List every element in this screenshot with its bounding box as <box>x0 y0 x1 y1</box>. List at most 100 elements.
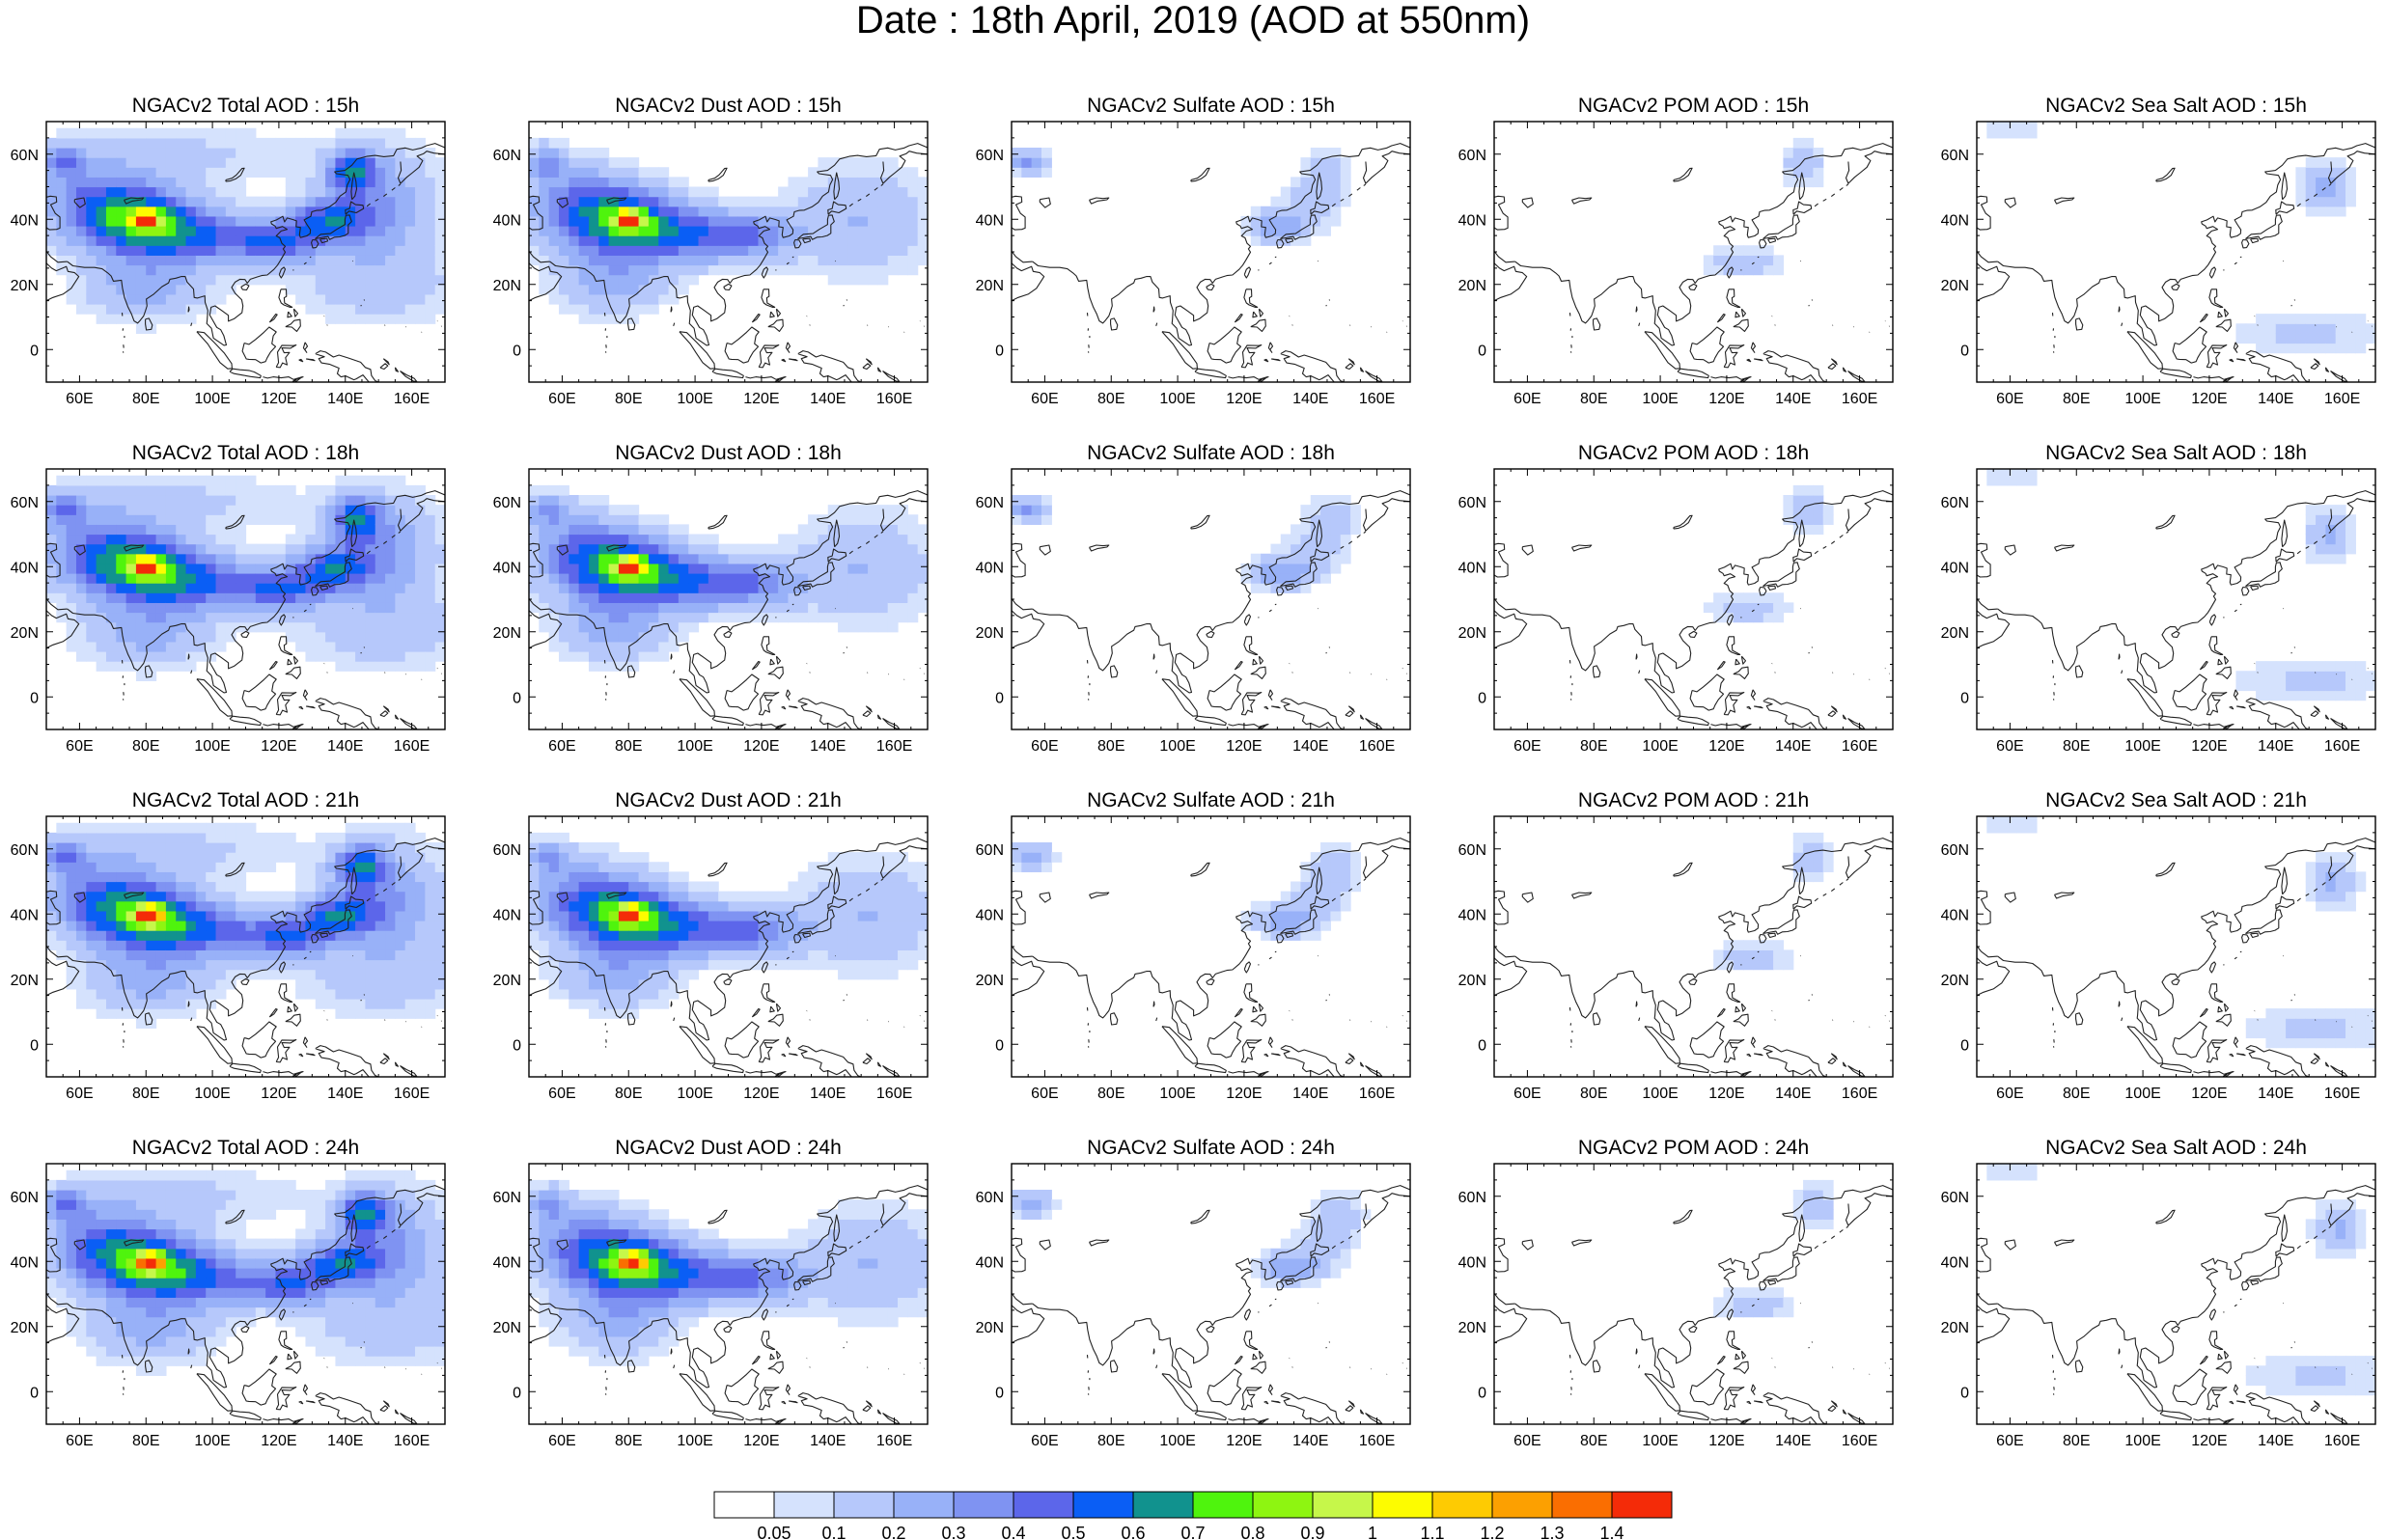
lat-tick-label: 60N <box>1458 495 1486 511</box>
lat-tick-label: 0 <box>30 690 39 706</box>
map-panel: NGACv2 Sulfate AOD : 24h 60E 80E 100E 120E 14… <box>976 1137 1411 1449</box>
lon-tick-label: 100E <box>194 738 230 755</box>
panel-title: NGACv2 Sulfate AOD : 15h <box>1087 95 1335 117</box>
lon-tick-label: 100E <box>1159 1086 1195 1102</box>
lat-tick-label: 60N <box>11 842 39 859</box>
colorbar-label: 0.7 <box>1180 1524 1205 1540</box>
aod-shading <box>1703 137 1824 276</box>
map-panel: NGACv2 Sulfate AOD : 21h 60E 80E 100E 120E 14… <box>976 789 1411 1102</box>
lon-tick-label: 100E <box>194 391 230 407</box>
lon-tick-label: 100E <box>677 1086 712 1102</box>
colorbar-swatch <box>1551 1491 1613 1519</box>
lon-tick-label: 140E <box>1775 1086 1811 1102</box>
lat-tick-label: 20N <box>976 1320 1004 1336</box>
lat-tick-label: 0 <box>513 690 521 706</box>
lon-tick-label: 100E <box>1642 1086 1678 1102</box>
lat-tick-label: 60N <box>493 148 521 164</box>
lon-tick-label: 100E <box>1159 738 1195 755</box>
lon-tick-label: 140E <box>810 1433 846 1449</box>
lon-tick-label: 120E <box>2191 391 2227 407</box>
map-panel: NGACv2 Dust AOD : 18h 60E 80E 100E 120E 140E 1… <box>493 442 929 755</box>
aod-shading <box>1012 1190 1372 1288</box>
colorbar-swatch <box>773 1491 835 1519</box>
lon-tick-label: 100E <box>2124 391 2160 407</box>
colorbar-swatch <box>1431 1491 1493 1519</box>
lat-tick-label: 0 <box>513 343 521 359</box>
lon-tick-label: 160E <box>876 738 912 755</box>
aod-shading <box>1986 816 2375 1049</box>
lon-tick-label: 60E <box>66 738 93 755</box>
lon-tick-label: 100E <box>1642 738 1678 755</box>
lon-tick-label: 140E <box>1775 738 1811 755</box>
lon-tick-label: 120E <box>261 738 296 755</box>
colorbar-swatch <box>833 1491 895 1519</box>
lat-tick-label: 40N <box>1941 212 1969 229</box>
lat-tick-label: 20N <box>1941 278 1969 294</box>
colorbar-label: 0.6 <box>1121 1524 1145 1540</box>
lat-tick-label: 60N <box>493 495 521 511</box>
colorbar-swatch <box>1312 1491 1374 1519</box>
lat-tick-label: 20N <box>493 625 521 642</box>
coastlines <box>46 1185 445 1424</box>
lon-tick-label: 100E <box>2124 1086 2160 1102</box>
lon-tick-label: 160E <box>394 391 430 407</box>
aod-shading <box>1986 469 2375 701</box>
aod-shading <box>529 484 928 672</box>
lat-tick-label: 60N <box>1458 842 1486 859</box>
lon-tick-label: 80E <box>132 391 159 407</box>
aod-shading <box>1012 842 1361 941</box>
colorbar-swatch <box>713 1491 775 1519</box>
lat-tick-label: 0 <box>1478 343 1486 359</box>
lon-tick-label: 140E <box>2258 391 2293 407</box>
map-panel: NGACv2 Sea Salt AOD : 18h 60E 80E 100E 120E 1… <box>1941 442 2376 755</box>
aod-shading <box>1012 148 1351 246</box>
panel-grid: NGACv2 Total AOD : 15h 60E 80E 100E 120E 140E… <box>11 95 2376 1449</box>
coastlines <box>1977 1185 2375 1424</box>
lon-tick-label: 60E <box>1996 1433 2023 1449</box>
lon-tick-label: 160E <box>1842 1433 1877 1449</box>
panel-title: NGACv2 Sea Salt AOD : 21h <box>2045 789 2307 811</box>
aod-shading <box>46 475 445 681</box>
panel-title: NGACv2 Total AOD : 15h <box>132 95 359 117</box>
lon-tick-label: 80E <box>1097 1086 1124 1102</box>
lon-tick-label: 140E <box>327 1086 363 1102</box>
map-panel: NGACv2 Total AOD : 18h 60E 80E 100E 120E 140E… <box>11 442 446 755</box>
lat-tick-label: 40N <box>11 560 39 576</box>
lat-tick-label: 60N <box>493 842 521 859</box>
lon-tick-label: 140E <box>810 1086 846 1102</box>
lon-tick-label: 60E <box>1031 391 1058 407</box>
lon-tick-label: 120E <box>261 1086 296 1102</box>
lon-tick-label: 60E <box>1031 738 1058 755</box>
coastlines <box>529 490 928 729</box>
lon-tick-label: 100E <box>677 391 712 407</box>
panel-title: NGACv2 Sea Salt AOD : 18h <box>2045 442 2307 464</box>
map-panel: NGACv2 Sea Salt AOD : 21h 60E 80E 100E 120E 1… <box>1941 789 2376 1102</box>
lon-tick-label: 80E <box>1097 738 1124 755</box>
lat-tick-label: 40N <box>1941 560 1969 576</box>
lon-tick-label: 80E <box>2063 1086 2090 1102</box>
coastlines <box>46 838 445 1077</box>
lon-tick-label: 160E <box>394 738 430 755</box>
lat-tick-label: 40N <box>493 212 521 229</box>
lon-tick-label: 60E <box>1996 1086 2023 1102</box>
lat-tick-label: 0 <box>1960 1037 1969 1054</box>
aod-shading <box>529 137 928 324</box>
lon-tick-label: 100E <box>677 1433 712 1449</box>
lon-tick-label: 140E <box>1775 391 1811 407</box>
lat-tick-label: 40N <box>1941 1254 1969 1271</box>
aod-shading <box>1986 1164 2375 1396</box>
colorbar-label: 0.9 <box>1300 1524 1324 1540</box>
lat-tick-label: 0 <box>30 343 39 359</box>
lon-tick-label: 120E <box>1708 738 1744 755</box>
lon-tick-label: 160E <box>1842 738 1877 755</box>
aod-shading <box>1012 495 1361 593</box>
lat-tick-label: 0 <box>513 1385 521 1401</box>
map-panel: NGACv2 Dust AOD : 24h 60E 80E 100E 120E 140E 1… <box>493 1137 929 1449</box>
lon-tick-label: 160E <box>394 1086 430 1102</box>
lon-tick-label: 80E <box>1097 1433 1124 1449</box>
lat-tick-label: 40N <box>976 560 1004 576</box>
lon-tick-label: 80E <box>2063 1433 2090 1449</box>
panel-title: NGACv2 Sulfate AOD : 18h <box>1087 442 1335 464</box>
lat-tick-label: 40N <box>493 1254 521 1271</box>
colorbar-swatch <box>1072 1491 1134 1519</box>
